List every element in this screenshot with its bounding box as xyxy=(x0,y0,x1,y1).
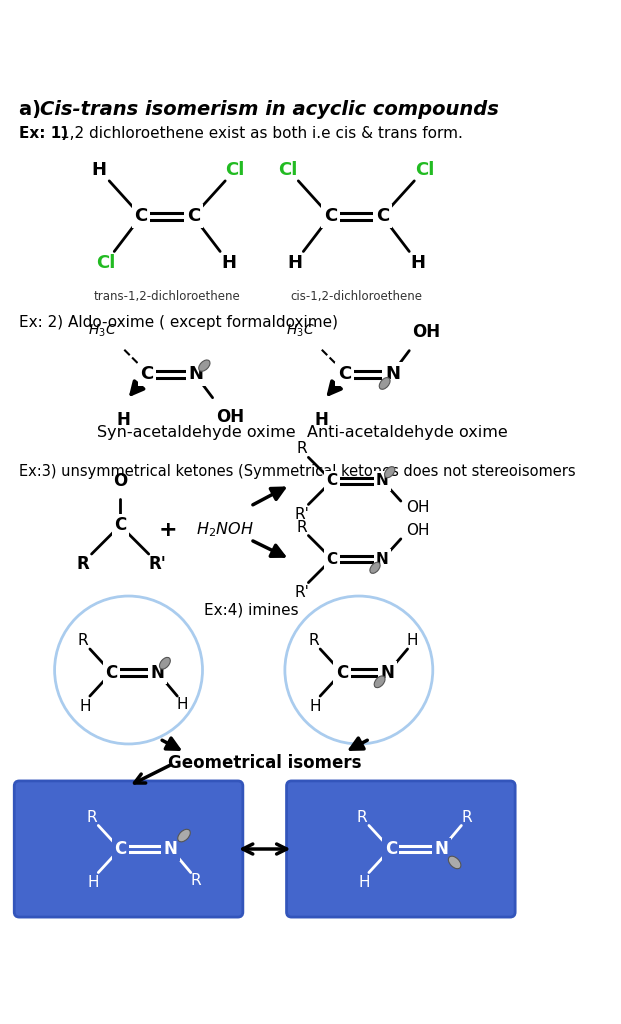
Ellipse shape xyxy=(370,562,380,573)
Ellipse shape xyxy=(379,378,390,389)
Text: C: C xyxy=(327,552,337,566)
Text: H: H xyxy=(410,254,425,272)
Text: H: H xyxy=(358,876,369,890)
Text: C: C xyxy=(106,664,118,682)
Text: OH: OH xyxy=(406,523,429,538)
Text: Ex:4) imines: Ex:4) imines xyxy=(204,603,299,617)
Text: R: R xyxy=(296,519,307,535)
Text: C: C xyxy=(114,840,126,858)
FancyBboxPatch shape xyxy=(286,781,515,918)
Text: H: H xyxy=(117,412,130,429)
Text: C: C xyxy=(338,366,351,383)
Text: C: C xyxy=(324,207,337,225)
Text: R: R xyxy=(461,810,472,824)
Text: R: R xyxy=(296,441,307,457)
Text: 1,2 dichloroethene exist as both i.e cis & trans form.: 1,2 dichloroethene exist as both i.e cis… xyxy=(60,126,463,141)
Text: C: C xyxy=(327,473,337,488)
Ellipse shape xyxy=(374,676,385,688)
Text: R: R xyxy=(191,873,201,889)
Text: H: H xyxy=(221,254,236,272)
Ellipse shape xyxy=(160,657,170,669)
Text: N: N xyxy=(381,664,394,682)
Text: Syn-acetaldehyde oxime: Syn-acetaldehyde oxime xyxy=(97,425,295,439)
Text: H: H xyxy=(309,698,321,714)
Text: Cl: Cl xyxy=(96,254,116,272)
Text: Ex: 1): Ex: 1) xyxy=(19,126,68,141)
Text: trans-1,2-dichloroethene: trans-1,2-dichloroethene xyxy=(94,290,240,303)
Text: R: R xyxy=(308,633,319,648)
Text: Cis-trans isomerism in acyclic compounds: Cis-trans isomerism in acyclic compounds xyxy=(40,100,499,119)
Text: Geometrical isomers: Geometrical isomers xyxy=(168,754,361,772)
Text: R: R xyxy=(77,555,89,573)
Text: Cl: Cl xyxy=(225,161,245,179)
Text: C: C xyxy=(187,207,200,225)
Text: C: C xyxy=(140,366,153,383)
Text: Ex:3) unsymmetrical ketones (Symmetrical ketones does not stereoisomers: Ex:3) unsymmetrical ketones (Symmetrical… xyxy=(19,464,576,479)
Text: a): a) xyxy=(19,100,48,119)
Text: H: H xyxy=(407,633,419,648)
Text: H: H xyxy=(176,697,188,712)
Text: N: N xyxy=(434,840,448,858)
Text: C: C xyxy=(135,207,148,225)
Text: $H_2NOH$: $H_2NOH$ xyxy=(196,520,253,539)
Text: H: H xyxy=(288,254,302,272)
Text: R: R xyxy=(357,810,368,824)
Text: OH: OH xyxy=(412,323,441,341)
Text: Cl: Cl xyxy=(415,161,434,179)
Text: C: C xyxy=(376,207,389,225)
Text: OH: OH xyxy=(406,501,429,515)
Text: N: N xyxy=(376,473,389,488)
Text: R: R xyxy=(78,633,88,648)
Text: OH: OH xyxy=(216,408,244,426)
Text: H: H xyxy=(92,161,107,179)
Text: N: N xyxy=(385,366,400,383)
Ellipse shape xyxy=(448,856,461,868)
Text: C: C xyxy=(336,664,348,682)
Text: N: N xyxy=(188,366,203,383)
Ellipse shape xyxy=(384,467,395,477)
Text: R': R' xyxy=(294,507,309,522)
FancyBboxPatch shape xyxy=(14,781,243,918)
Text: Ex: 2) Aldo-oxime ( except formaldoxime): Ex: 2) Aldo-oxime ( except formaldoxime) xyxy=(19,315,338,331)
Text: R': R' xyxy=(294,585,309,600)
Text: O: O xyxy=(113,472,127,490)
Text: cis-1,2-dichloroethene: cis-1,2-dichloroethene xyxy=(290,290,422,303)
Text: +: + xyxy=(159,519,178,540)
Text: Cl: Cl xyxy=(279,161,298,179)
Text: Anti-acetaldehyde oxime: Anti-acetaldehyde oxime xyxy=(307,425,507,439)
Ellipse shape xyxy=(199,360,210,372)
Text: N: N xyxy=(150,664,164,682)
Text: C: C xyxy=(114,516,126,535)
Text: R': R' xyxy=(148,555,166,573)
Text: C: C xyxy=(384,840,397,858)
Ellipse shape xyxy=(178,829,190,842)
Text: N: N xyxy=(163,840,178,858)
Text: $H_3C$: $H_3C$ xyxy=(88,323,117,339)
Text: N: N xyxy=(376,552,389,566)
Text: H: H xyxy=(314,412,328,429)
Text: H: H xyxy=(88,876,99,890)
Text: R: R xyxy=(86,810,97,824)
Text: H: H xyxy=(79,698,91,714)
Text: $H_3C$: $H_3C$ xyxy=(286,323,314,339)
